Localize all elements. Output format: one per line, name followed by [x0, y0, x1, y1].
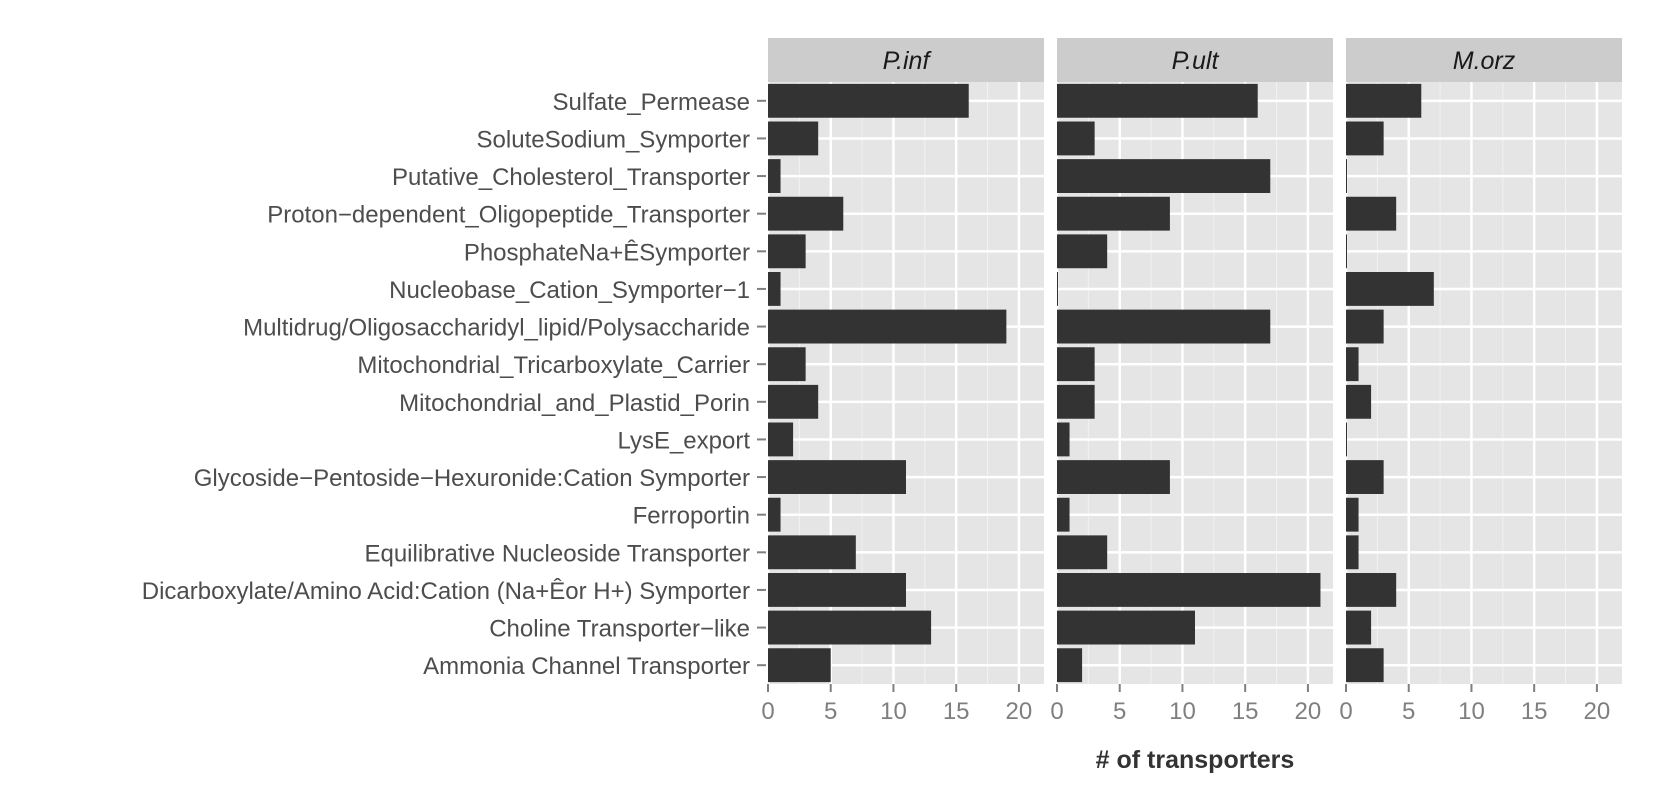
- facet-label-0: P.inf: [883, 47, 933, 75]
- bar-Pinf-9: [768, 422, 794, 457]
- category-label: Equilibrative Nucleoside Transporter: [364, 540, 750, 567]
- x-tick-label: 10: [1458, 698, 1485, 725]
- bar-Pinf-3: [768, 196, 844, 231]
- x-tick-label: 5: [1402, 698, 1415, 725]
- facet-label-2: M.orz: [1453, 47, 1516, 75]
- bar-Pult-11: [1057, 497, 1070, 532]
- bar-Pult-9: [1057, 422, 1070, 457]
- bar-Morz-8: [1346, 384, 1372, 419]
- bar-Pinf-8: [768, 384, 819, 419]
- category-label: Ammonia Channel Transporter: [423, 653, 750, 680]
- bar-Pult-3: [1057, 196, 1170, 231]
- category-label: Dicarboxylate/Amino Acid:Cation (Na+Êor …: [142, 578, 750, 605]
- x-tick-label: 0: [761, 698, 774, 725]
- bar-Pinf-14: [768, 610, 932, 645]
- bar-Morz-2: [1346, 159, 1347, 193]
- x-axis-title: # of transporters: [1096, 746, 1295, 774]
- bar-Pinf-11: [768, 497, 781, 532]
- bar-Pinf-2: [768, 159, 781, 193]
- category-label: SoluteSodium_Symporter: [477, 126, 750, 153]
- category-label: Ferroportin: [633, 503, 750, 530]
- facet-strip-1: [1057, 38, 1333, 82]
- bar-Morz-9: [1346, 422, 1347, 457]
- bar-Morz-0: [1346, 83, 1422, 118]
- x-tick-label: 20: [1006, 698, 1033, 725]
- bar-Pult-2: [1057, 159, 1271, 193]
- bar-Pult-15: [1057, 648, 1083, 683]
- bar-Pult-7: [1057, 347, 1095, 382]
- bar-Morz-7: [1346, 347, 1359, 382]
- bar-Pult-0: [1057, 83, 1258, 118]
- bar-Morz-1: [1346, 121, 1384, 156]
- category-label: Sulfate_Permease: [553, 89, 750, 116]
- bar-Pinf-13: [768, 573, 906, 607]
- bar-Pult-10: [1057, 460, 1170, 494]
- x-tick-label: 0: [1339, 698, 1352, 725]
- bar-Pinf-1: [768, 121, 819, 156]
- bar-Pinf-5: [768, 272, 781, 306]
- bar-Morz-5: [1346, 272, 1434, 306]
- bar-Pinf-4: [768, 234, 806, 269]
- bar-Pult-4: [1057, 234, 1108, 269]
- bar-Pult-8: [1057, 384, 1095, 419]
- x-tick-label: 10: [880, 698, 907, 725]
- bar-Morz-4: [1346, 234, 1347, 269]
- bar-Pult-5: [1057, 272, 1058, 306]
- bar-Pult-12: [1057, 535, 1108, 570]
- category-label: Glycoside−Pentoside−Hexuronide:Cation Sy…: [194, 465, 750, 492]
- bar-Pinf-6: [768, 309, 1007, 344]
- bar-Morz-11: [1346, 497, 1359, 532]
- x-tick-label: 15: [1232, 698, 1259, 725]
- bar-Morz-6: [1346, 309, 1384, 344]
- x-tick-label: 20: [1584, 698, 1611, 725]
- bar-Pinf-15: [768, 648, 831, 683]
- category-label: Proton−dependent_Oligopeptide_Transporte…: [267, 202, 750, 229]
- x-tick-label: 15: [943, 698, 970, 725]
- bar-Morz-12: [1346, 535, 1359, 570]
- bar-Pinf-7: [768, 347, 806, 382]
- bar-Pult-6: [1057, 309, 1271, 344]
- bar-Morz-3: [1346, 196, 1397, 231]
- category-label: Mitochondrial_and_Plastid_Porin: [399, 390, 750, 417]
- bar-Morz-13: [1346, 573, 1397, 607]
- facet-strip-0: [768, 38, 1044, 82]
- bar-Pinf-0: [768, 83, 969, 118]
- bar-Morz-15: [1346, 648, 1384, 683]
- x-tick-label: 20: [1295, 698, 1322, 725]
- facet-label-1: P.ult: [1172, 47, 1220, 75]
- category-label: LysE_export: [617, 427, 750, 454]
- x-tick-label: 15: [1521, 698, 1548, 725]
- x-tick-label: 5: [824, 698, 837, 725]
- bar-Morz-10: [1346, 460, 1384, 494]
- bar-Pinf-10: [768, 460, 906, 494]
- category-label: Nucleobase_Cation_Symporter−1: [389, 277, 750, 304]
- x-tick-label: 0: [1050, 698, 1063, 725]
- facet-strip-2: [1346, 38, 1622, 82]
- x-tick-label: 5: [1113, 698, 1126, 725]
- category-label: Putative_Cholesterol_Transporter: [392, 164, 750, 191]
- bar-Pult-1: [1057, 121, 1095, 156]
- category-label: PhosphateNa+ÊSymporter: [464, 239, 750, 266]
- category-label: Mitochondrial_Tricarboxylate_Carrier: [357, 352, 750, 379]
- bar-Pinf-12: [768, 535, 856, 570]
- bar-Pult-13: [1057, 573, 1321, 607]
- x-tick-label: 10: [1169, 698, 1196, 725]
- bar-Pult-14: [1057, 610, 1195, 645]
- category-label: Multidrug/Oligosaccharidyl_lipid/Polysac…: [243, 315, 750, 342]
- category-label: Choline Transporter−like: [489, 616, 750, 643]
- bar-Morz-14: [1346, 610, 1372, 645]
